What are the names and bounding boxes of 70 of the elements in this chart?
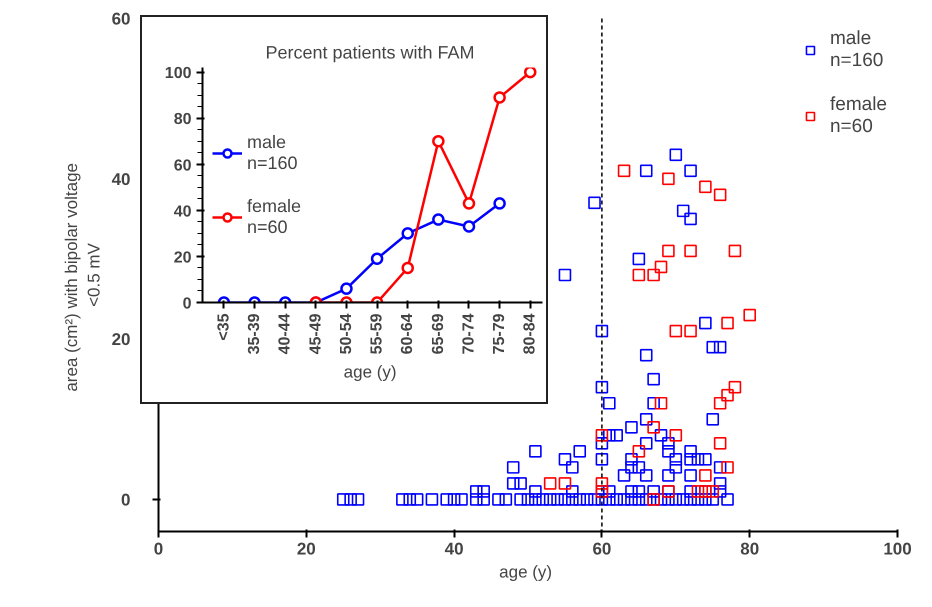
x-tick-label: 45-49 <box>307 313 324 354</box>
chart-title: Percent patients with FAM <box>265 42 475 62</box>
point <box>432 134 445 148</box>
point <box>684 324 697 338</box>
point <box>721 316 734 330</box>
y-tick-label: 100 <box>164 65 192 82</box>
x-tick-label: 40 <box>444 540 464 558</box>
point <box>714 437 726 450</box>
x-tick-label: 80 <box>740 540 760 558</box>
y-tick-label: 0 <box>182 296 192 312</box>
point <box>462 197 476 210</box>
point <box>684 244 697 258</box>
point <box>558 477 572 490</box>
x-tick-label: 35-39 <box>246 313 264 354</box>
point <box>662 172 675 186</box>
y-tick-label: 40 <box>112 170 131 189</box>
x-tick-label: 60-64 <box>399 313 416 354</box>
point <box>699 180 712 194</box>
point <box>728 244 742 258</box>
legend-label: female n=60 <box>247 196 302 238</box>
x-axis-title: age (y) <box>344 362 397 382</box>
point <box>670 429 682 442</box>
x-axis-title: age (y) <box>499 562 552 582</box>
x-tick-label: 55-59 <box>368 313 386 354</box>
y-tick-label: 80 <box>174 111 192 128</box>
point <box>743 308 756 322</box>
point <box>714 396 726 410</box>
point <box>596 477 608 490</box>
point <box>596 429 608 442</box>
x-tick-label: 20 <box>296 540 316 558</box>
x-tick-label: <35 <box>215 313 232 341</box>
y-tick-label: 20 <box>174 249 192 266</box>
x-tick-label: 100 <box>883 540 912 558</box>
y-tick-label: 40 <box>174 203 192 220</box>
point <box>493 197 506 210</box>
point <box>524 68 536 78</box>
point <box>699 469 712 482</box>
y-tick-label: 60 <box>112 10 131 28</box>
x-tick-label: 65-69 <box>430 313 447 354</box>
point <box>692 485 704 498</box>
point <box>670 324 682 338</box>
point <box>647 268 660 282</box>
point <box>706 485 720 498</box>
point <box>654 260 668 274</box>
legend-label: male n=160 <box>247 132 298 174</box>
point <box>632 268 646 282</box>
x-tick-label: 0 <box>154 540 164 558</box>
point <box>654 396 668 410</box>
y-tick-label: 0 <box>121 490 131 510</box>
x-tick-label: 40-44 <box>276 313 294 354</box>
point <box>662 244 675 258</box>
y-axis-title: area (cm²) with bipolar voltage <0.5 mV <box>62 163 104 392</box>
point <box>432 213 445 226</box>
point <box>721 461 734 474</box>
x-tick-label: 70-74 <box>460 313 478 354</box>
point <box>618 164 630 178</box>
point <box>544 477 556 490</box>
y-tick-label: 60 <box>174 157 192 174</box>
x-tick-label: 80-84 <box>522 313 539 354</box>
legend-label: male n=160 <box>830 28 884 72</box>
point <box>632 445 646 458</box>
point <box>493 91 506 104</box>
legend-label: female n=60 <box>830 94 887 138</box>
point <box>721 388 734 402</box>
point <box>714 188 726 202</box>
point <box>647 420 660 434</box>
point <box>728 380 742 394</box>
x-tick-label: 60 <box>592 540 612 558</box>
x-tick-label: 50-54 <box>338 313 355 354</box>
x-tick-label: 75-79 <box>491 313 508 354</box>
